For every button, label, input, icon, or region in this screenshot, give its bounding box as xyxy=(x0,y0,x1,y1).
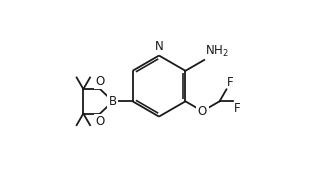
Text: B: B xyxy=(109,95,117,108)
Text: F: F xyxy=(227,76,234,89)
Text: F: F xyxy=(234,102,240,115)
Text: O: O xyxy=(198,105,207,118)
Text: O: O xyxy=(95,115,105,128)
Text: NH$_2$: NH$_2$ xyxy=(205,44,229,59)
Text: N: N xyxy=(155,40,163,53)
Text: O: O xyxy=(95,75,105,87)
